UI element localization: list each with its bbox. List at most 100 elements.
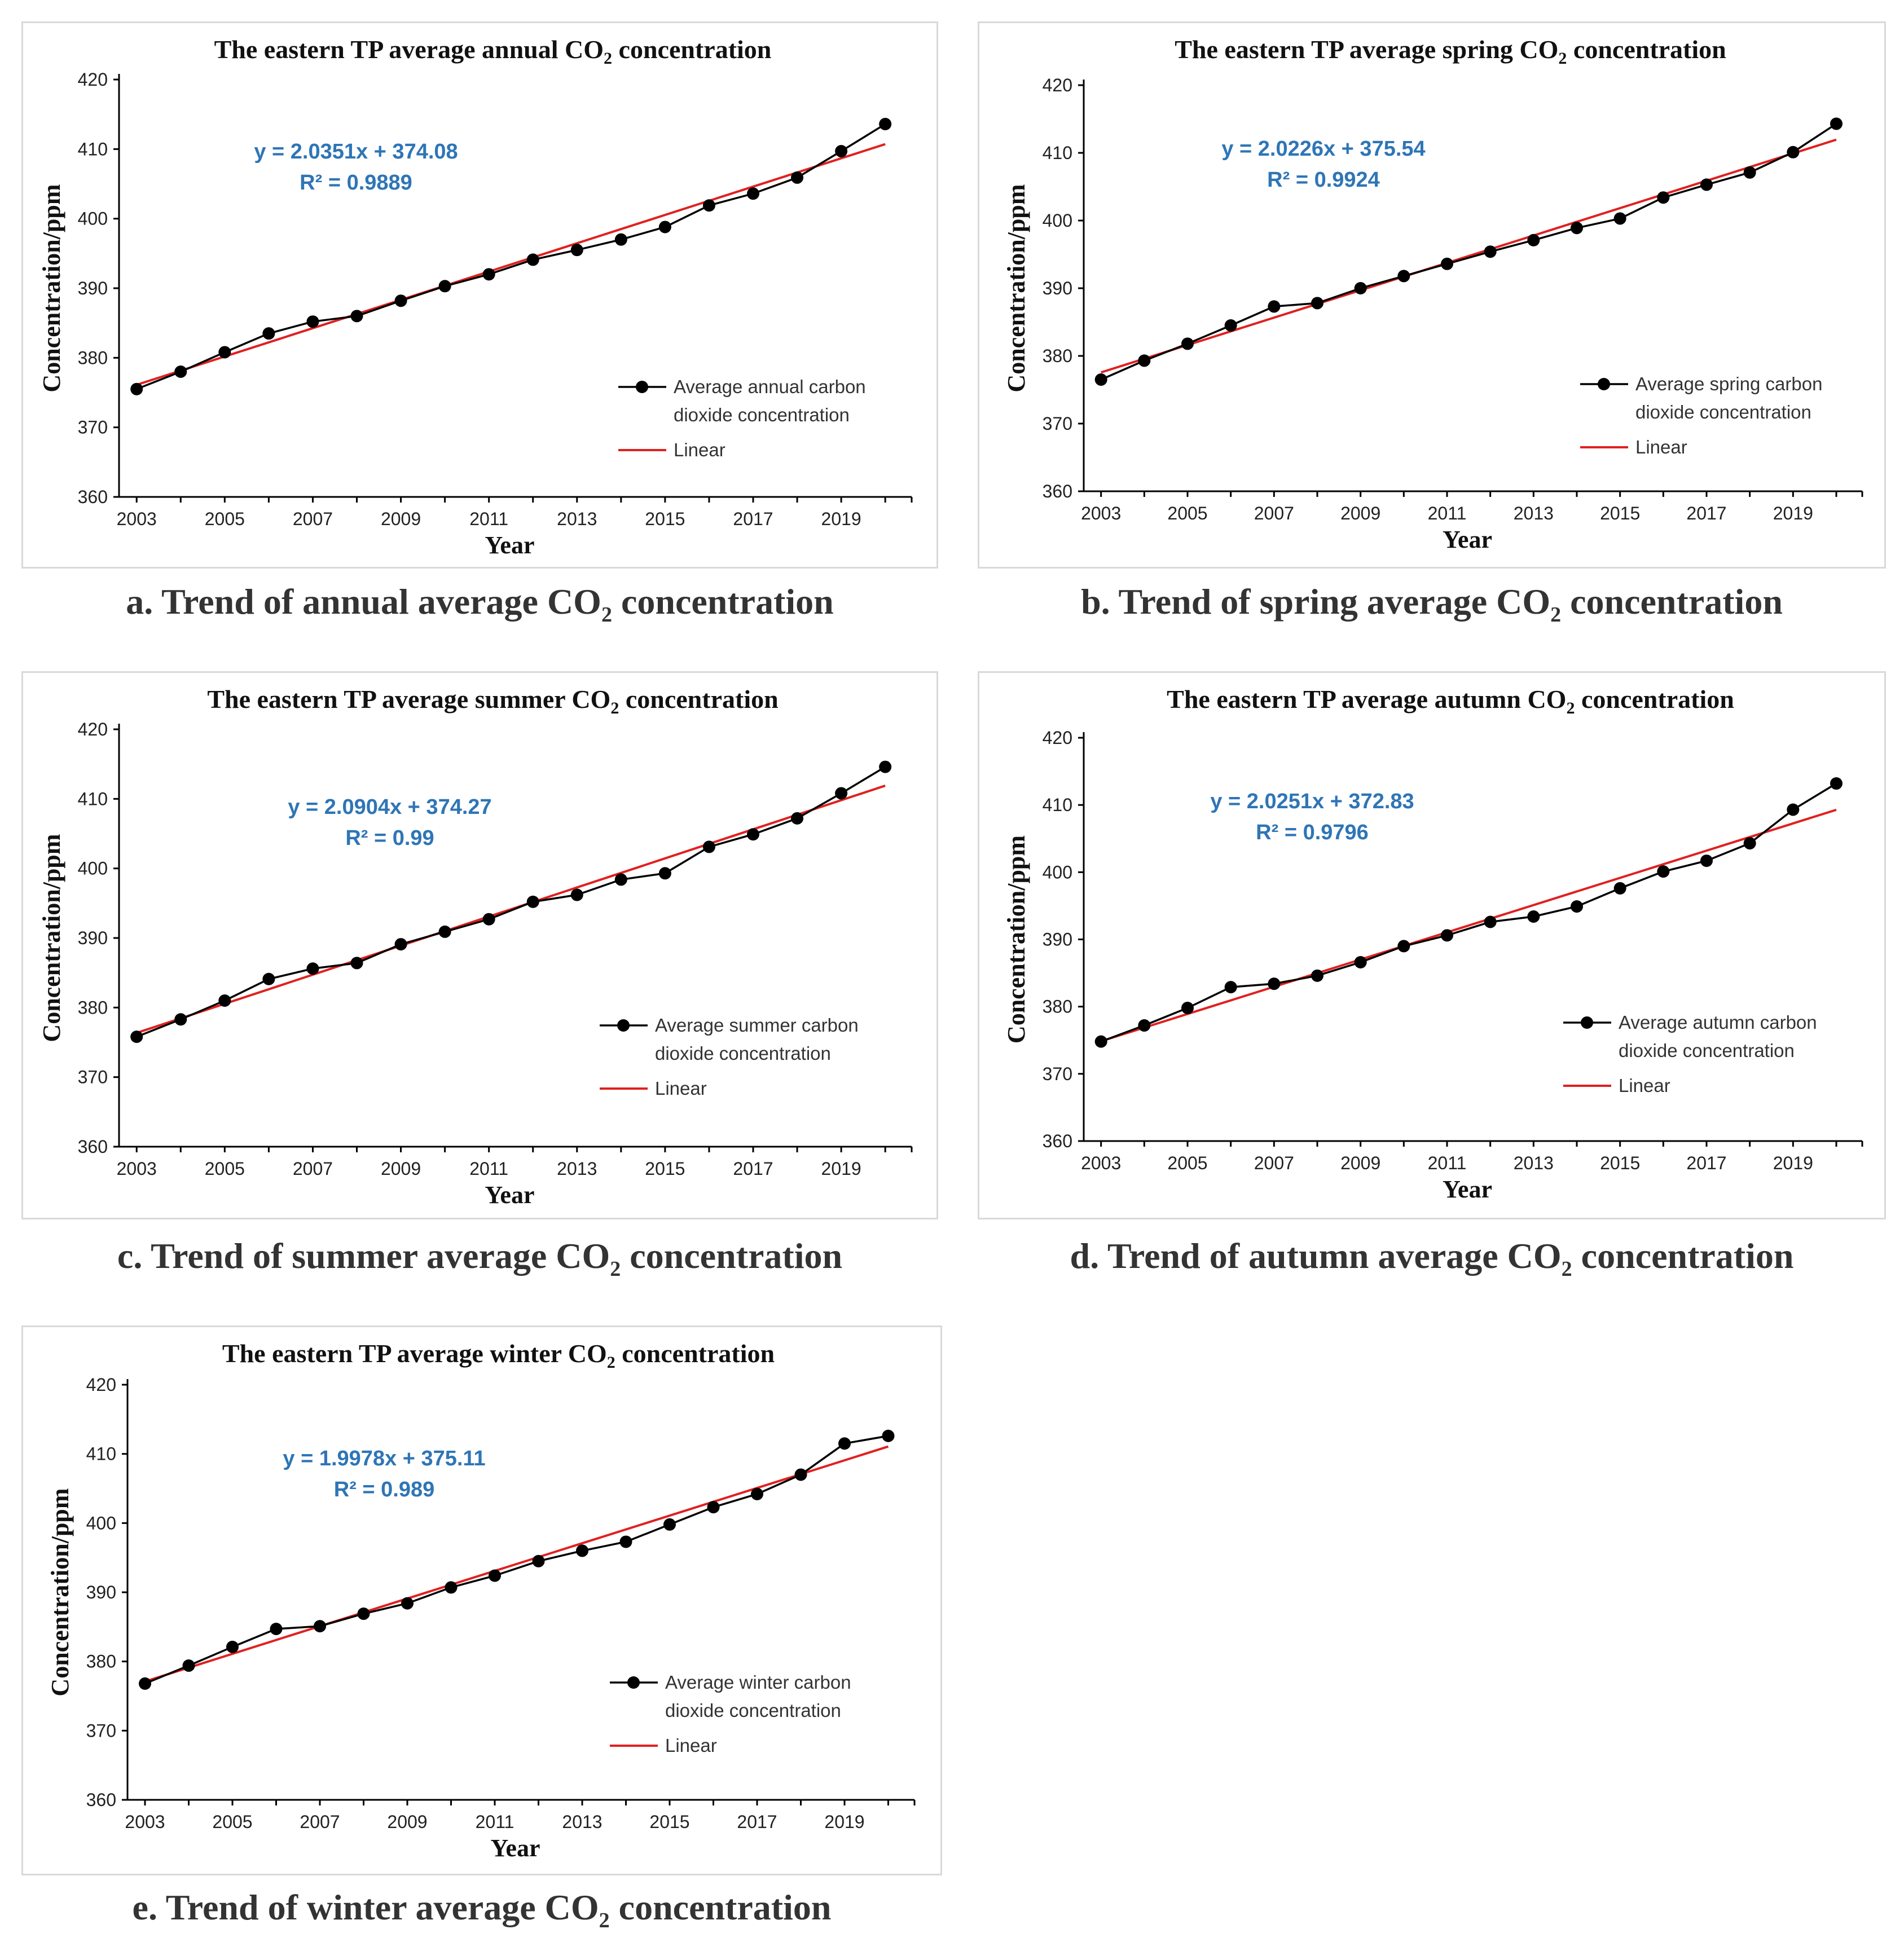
data-point [707, 1501, 720, 1514]
x-tick-label: 2013 [562, 1812, 602, 1832]
data-point [614, 873, 627, 886]
y-axis-label: Concentration/ppm [38, 184, 65, 392]
x-tick-label: 2009 [1340, 1153, 1380, 1173]
data-point [1311, 297, 1323, 310]
data-point [794, 1468, 807, 1481]
chart-panel-spring: The eastern TP average spring CO2 concen… [978, 21, 1886, 569]
legend-trend-label: Linear [1619, 1075, 1670, 1096]
data-point [1224, 981, 1237, 994]
caption-summer: c. Trend of summer average CO2 concentra… [117, 1236, 843, 1281]
data-point [614, 233, 627, 246]
chart-title: The eastern TP average winter CO2 concen… [222, 1339, 775, 1372]
x-tick-label: 2015 [1600, 503, 1640, 523]
y-tick-label: 390 [86, 1582, 116, 1602]
data-point [139, 1677, 151, 1690]
data-point [838, 1437, 851, 1450]
legend-series-label: dioxide concentration [665, 1700, 841, 1721]
data-point [1700, 178, 1713, 191]
x-tick-label: 2007 [1254, 503, 1294, 523]
x-tick-label: 2017 [1686, 1153, 1726, 1173]
trend-line [136, 785, 886, 1034]
y-tick-label: 370 [78, 1067, 108, 1087]
y-tick-label: 420 [86, 1375, 116, 1395]
y-tick-label: 420 [1043, 728, 1072, 748]
data-point [1830, 777, 1843, 790]
series-line [136, 123, 886, 390]
data-point [879, 117, 892, 130]
x-axis-label: Year [1443, 1175, 1492, 1203]
y-tick-label: 410 [78, 789, 108, 809]
data-point [218, 346, 231, 359]
data-point [1354, 956, 1367, 969]
y-tick-label: 420 [78, 719, 108, 739]
x-tick-label: 2009 [387, 1812, 427, 1832]
data-point [174, 365, 187, 378]
x-tick-label: 2003 [1081, 503, 1121, 523]
x-tick-label: 2005 [205, 509, 245, 529]
x-tick-label: 2019 [821, 509, 861, 529]
x-tick-label: 2009 [381, 1159, 421, 1179]
x-tick-label: 2015 [645, 1159, 685, 1179]
data-point [1700, 855, 1713, 867]
data-point [1613, 212, 1626, 225]
x-tick-label: 2013 [1514, 1153, 1554, 1173]
legend-series-label: dioxide concentration [1619, 1040, 1795, 1061]
data-point [1484, 245, 1497, 258]
data-point [482, 268, 495, 281]
chart-winter: The eastern TP average winter CO2 concen… [46, 1339, 916, 1862]
trend-equation: y = 2.0226x + 375.54 [1221, 137, 1425, 161]
trend-equation: y = 1.9978x + 375.11 [283, 1447, 485, 1470]
data-point [619, 1535, 632, 1548]
data-point [1441, 257, 1453, 270]
data-point [791, 812, 804, 825]
legend-trend-label: Linear [674, 439, 725, 460]
data-point [218, 994, 231, 1007]
x-tick-label: 2009 [381, 509, 421, 529]
trend-equation: y = 2.0351x + 374.08 [254, 140, 458, 164]
y-tick-label: 360 [86, 1790, 116, 1810]
data-point [394, 938, 407, 951]
data-point [350, 310, 363, 323]
x-tick-label: 2007 [300, 1812, 340, 1832]
y-tick-label: 420 [1043, 75, 1072, 95]
data-point [350, 957, 363, 970]
data-point [835, 145, 848, 158]
x-tick-label: 2009 [1340, 503, 1380, 523]
x-tick-label: 2019 [821, 1159, 861, 1179]
data-point [489, 1569, 501, 1582]
y-tick-label: 410 [1043, 143, 1072, 163]
data-point [174, 1013, 187, 1026]
trend-r2: R² = 0.989 [334, 1478, 435, 1501]
x-tick-label: 2011 [469, 509, 508, 529]
y-axis-label: Concentration/ppm [46, 1488, 74, 1696]
data-point [1743, 166, 1756, 179]
data-point [1138, 354, 1151, 367]
x-tick-label: 2013 [1514, 503, 1554, 523]
data-point [438, 280, 451, 293]
data-point [1527, 234, 1540, 246]
x-tick-label: 2005 [1167, 503, 1207, 523]
data-point [1441, 929, 1453, 942]
x-tick-label: 2007 [293, 1159, 333, 1179]
data-point [882, 1429, 895, 1442]
y-tick-label: 410 [1043, 795, 1072, 815]
y-tick-label: 400 [78, 209, 108, 229]
y-axis-label: Concentration/ppm [1002, 184, 1030, 392]
data-point [1743, 837, 1756, 850]
y-tick-label: 370 [86, 1720, 116, 1741]
data-point [1571, 900, 1583, 913]
caption-annual: a. Trend of annual average CO2 concentra… [126, 582, 834, 627]
legend-trend-label: Linear [1635, 437, 1687, 457]
x-tick-label: 2005 [212, 1812, 252, 1832]
y-tick-label: 400 [86, 1513, 116, 1533]
x-tick-label: 2019 [1773, 1153, 1813, 1173]
data-point [1613, 882, 1626, 895]
data-point [262, 327, 275, 340]
chart-title: The eastern TP average annual CO2 concen… [214, 35, 772, 68]
x-tick-label: 2003 [117, 1159, 157, 1179]
data-point [1138, 1019, 1151, 1032]
data-point [570, 244, 583, 257]
data-point [702, 199, 715, 212]
x-tick-label: 2011 [469, 1159, 508, 1179]
y-tick-label: 360 [1043, 481, 1072, 501]
